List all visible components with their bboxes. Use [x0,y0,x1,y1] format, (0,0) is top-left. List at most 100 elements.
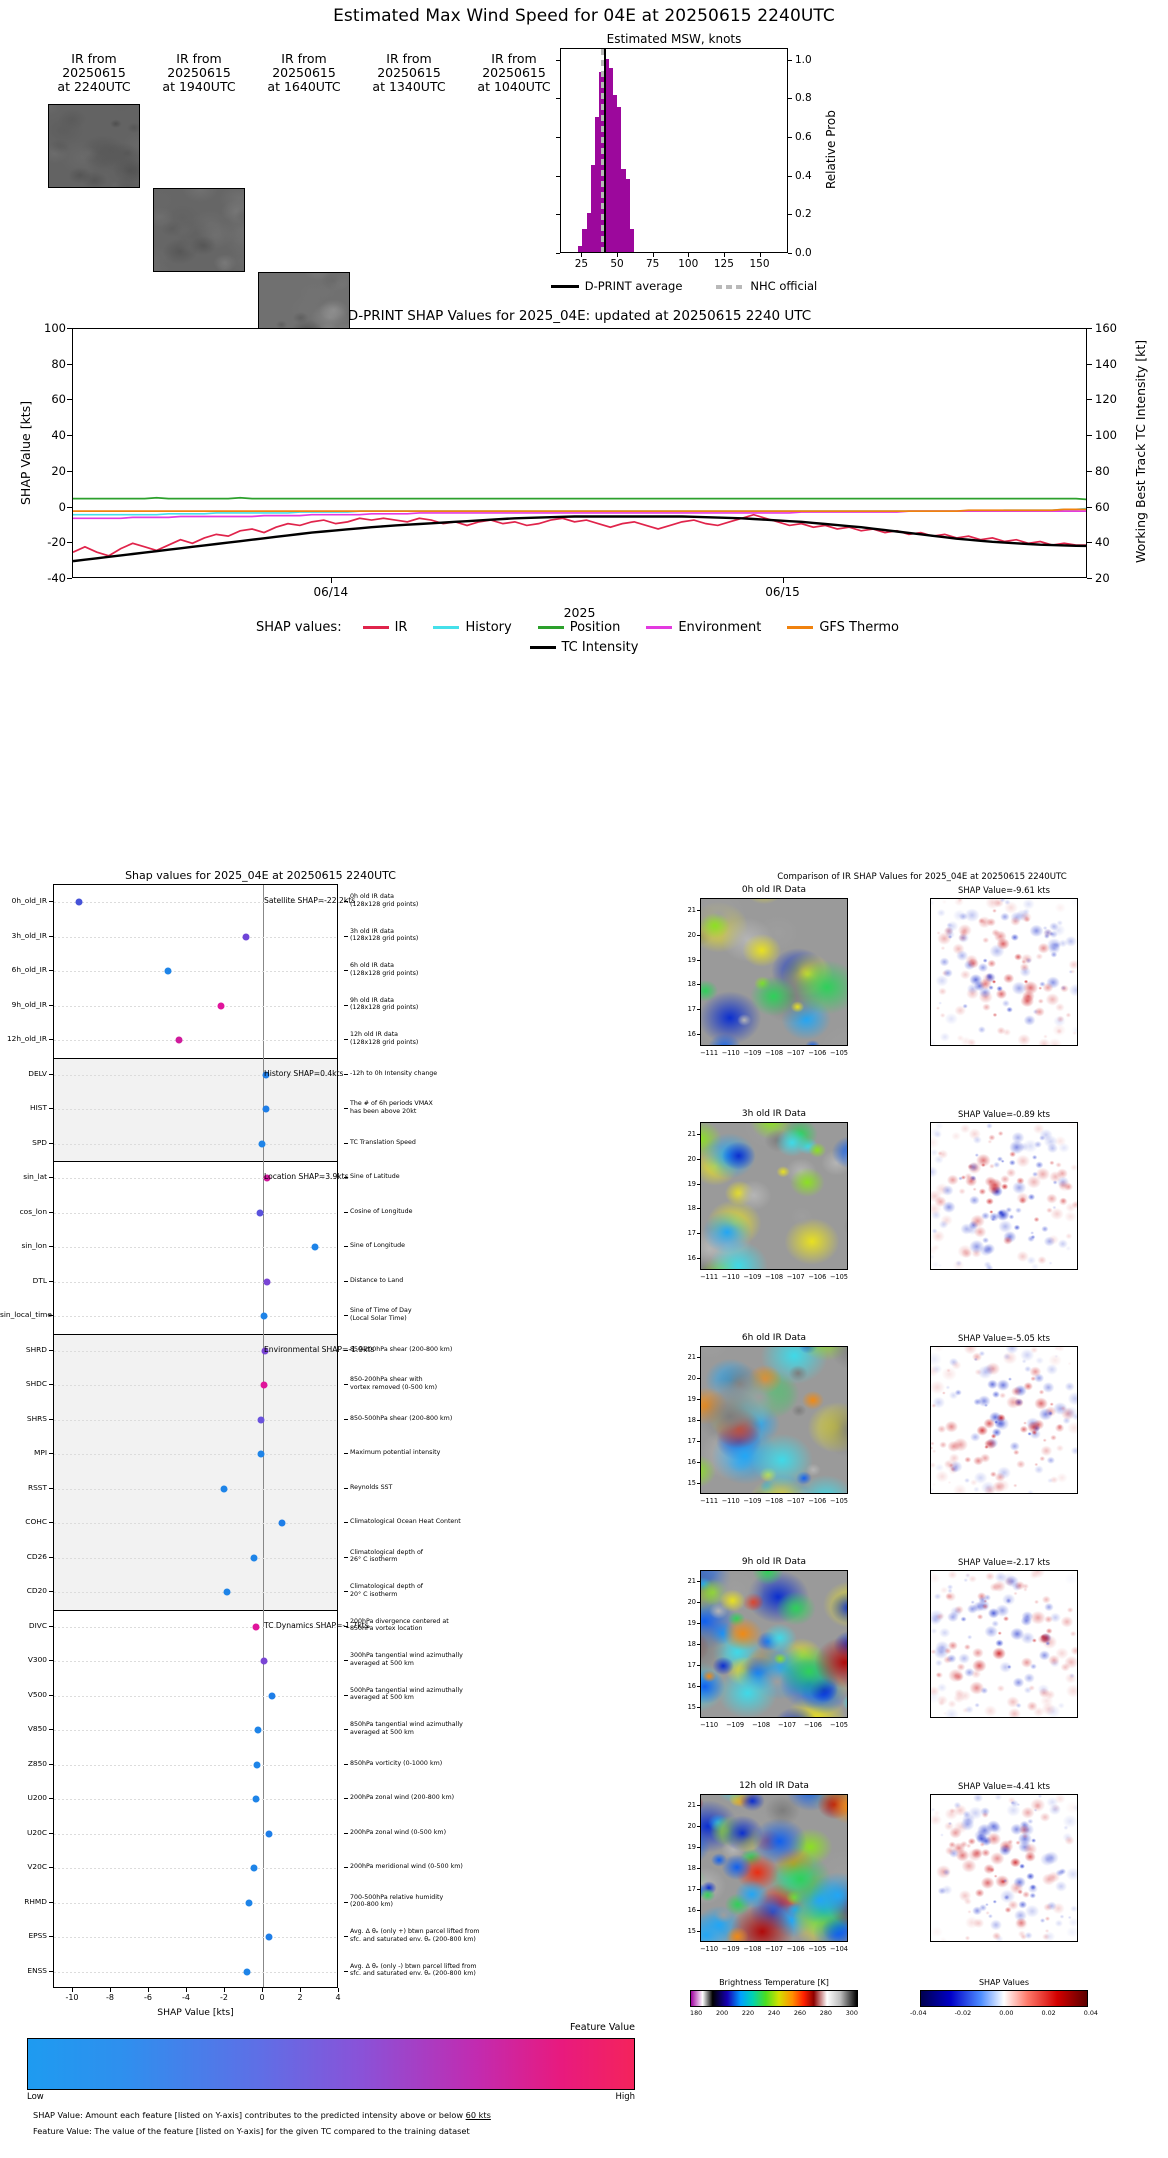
ir-data-y-tick-label: 16 [687,1682,696,1691]
timeseries-legend-item: GFS Thermo [787,620,899,635]
histogram-title: Estimated MSW, knots [606,32,742,46]
timeseries-y-label-left: 0 [58,499,66,514]
timeseries-y-tick-left [67,435,72,437]
brightness-temperature-colorbar-title: Brightness Temperature [K] [719,1978,829,1987]
ir-data-y-tick [697,1377,700,1379]
shap-row-label: SPD [32,1137,47,1147]
shap-row-description-line: vortex removed (0-500 km) [350,1383,438,1391]
shap-desc-tick [344,1694,348,1696]
shap-row-description-line: 850-500hPa shear (200-800 km) [350,1414,453,1422]
ir-data-y-tick [697,1846,700,1848]
ir-data-y-tick-label: 20 [687,1155,696,1163]
shap-group-note: TC Dynamics SHAP=-1.7kts [264,1620,369,1630]
timeseries-y-label-left: -40 [47,571,66,585]
shap-row-gridline [54,1143,337,1145]
shap-x-tick [262,1988,263,1992]
footnote-shap-value: SHAP Value: Amount each feature [listed … [33,2110,491,2120]
shap-row-label: DIVC [28,1620,47,1630]
shap-dotplot-plot-area [53,884,338,1988]
shap-row-description: Climatological depth of 20° C isotherm [350,1583,510,1598]
page-title: Estimated Max Wind Speed for 04E at 2025… [333,6,835,26]
ir-data-y-tick [697,935,700,936]
shap-row-label: V20C [27,1862,47,1872]
shap-group-shading [54,1333,337,1610]
histogram-legend-item: NHC official [716,279,817,293]
ir-thumbnail-caption-line: IR from [386,51,432,66]
shap-x-tick [110,1988,111,1992]
timeseries-y-label-right: 160 [1095,321,1117,335]
shap-row-ytick [49,1142,53,1144]
ir-data-image [700,1346,848,1494]
histogram-y-tick [788,136,792,138]
histogram-bar [620,168,626,252]
timeseries-legend-swatch [529,645,556,650]
shap-row-gridline [54,1247,337,1249]
shap-dot [258,1140,266,1148]
shap-dot [253,1761,261,1769]
shap-row-ytick [49,1487,53,1489]
ir-data-y-tick [697,1910,700,1912]
shap-row-description-line: 700-500hPa relative humidity [350,1893,444,1901]
shap-dot [260,1657,268,1665]
shap-desc-tick [344,935,348,937]
shap-desc-tick [344,1936,348,1938]
shap-row-label: 0h_old_IR [11,896,47,906]
shap-row-label: Z850 [27,1758,47,1768]
histogram-x-tick-label: 50 [610,258,624,270]
shap-row-ytick [49,1729,53,1731]
timeseries-legend-label: TC Intensity [561,640,639,655]
histogram-y-tick-left [556,59,560,61]
shap-row-ytick [49,1315,53,1317]
shap-desc-tick [344,1591,348,1593]
shap-dot [260,1312,268,1320]
shap-desc-tick [344,1556,348,1558]
shap-values-colorbar-title: SHAP Values [978,1978,1030,1987]
shap-row-ytick [49,1280,53,1282]
shap-dot [250,1554,257,1562]
shap-row-gridline [54,1005,337,1007]
timeseries-y-label-right: 120 [1095,392,1117,407]
ir-data-x-tick-label: −106 [808,1497,827,1505]
ir-comparison-shap-value: SHAP Value=-5.05 kts [958,1333,1050,1343]
shap-row-description: Sine of Longitude [350,1242,510,1250]
shap-row-description: 3h old IR data (128x128 grid points) [350,928,510,943]
shap-row-description-line: Climatological depth of [350,1548,424,1556]
shap-map-texture [931,1123,1077,1269]
histogram-x-tick-label: 25 [574,258,589,270]
timeseries-legend-prefix: SHAP values: [256,620,342,635]
shap-row-description-line: averaged at 500 km [350,1728,414,1736]
timeseries-y-tick-right [1087,470,1092,472]
shap-row-description-line: 850-200hPa shear with [350,1376,423,1384]
ir-data-texture [701,1123,847,1269]
shap-row-description-line: Avg. Δ θₑ (only +) btwn parcel lifted fr… [350,1928,480,1936]
ir-data-y-tick [697,1183,700,1185]
timeseries-y-tick-right [1087,435,1092,437]
histogram-y-tick-label: 0.6 [795,130,812,143]
shap-row-description-line: 200hPa zonal wind (200-800 km) [350,1794,455,1802]
histogram-bar [612,95,618,252]
ir-data-y-tick [697,910,700,912]
shap-row-ytick [49,1970,53,1972]
timeseries-y-label-right: 140 [1095,356,1117,371]
histogram-bar [629,228,635,252]
histogram-bar [603,58,609,252]
shap-desc-tick [344,1832,348,1834]
shap-row-description: 700-500hPa relative humidity (200-800 km) [350,1894,510,1909]
shap-row-label: HIST [30,1103,47,1113]
histogram-plot-area [560,48,788,253]
shap-row-label: RHMD [24,1896,47,1906]
timeseries-y-label-right: 100 [1095,428,1117,443]
shap-x-tick [148,1988,149,1992]
ir-data-x-tick-label: −110 [721,1049,740,1057]
shap-dot [75,898,83,906]
shap-row-description-line: 6h old IR data [350,962,395,970]
histogram-y-tick [788,253,792,254]
shap-row-description-line: Sine of Time of Day [350,1307,412,1315]
shap-row-description-line: TC Translation Speed [350,1138,416,1146]
shap-row-gridline [54,1833,337,1835]
shap-row-ytick [49,1625,53,1627]
shap-row-label: CD20 [26,1586,47,1596]
shap-row-gridline [54,1557,337,1559]
ir-data-y-tick-label: 18 [687,1416,696,1424]
timeseries-line-tc-intensity [73,515,1086,563]
